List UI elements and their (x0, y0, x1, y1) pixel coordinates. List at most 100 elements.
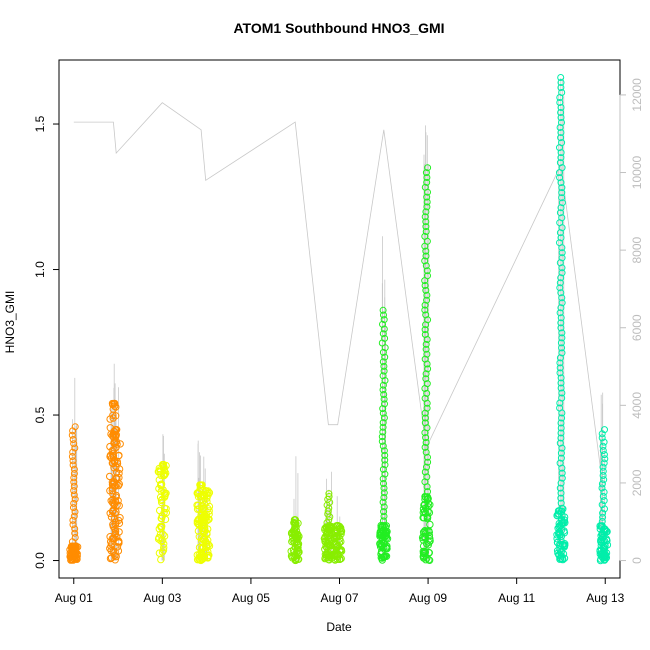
data-point (560, 516, 569, 524)
data-point (199, 548, 208, 556)
data-point (70, 499, 78, 507)
data-point (332, 532, 340, 541)
data-point (601, 426, 608, 434)
data-point (381, 470, 389, 478)
data-point (423, 193, 431, 201)
data-point (112, 412, 120, 420)
data-point (379, 386, 387, 394)
data-point (204, 552, 212, 560)
data-point (557, 552, 565, 560)
data-point (556, 239, 563, 247)
data-point (71, 534, 79, 541)
data-point (556, 124, 564, 131)
y-tick-label: 0.5 (33, 406, 47, 423)
data-point (325, 493, 333, 500)
data-point (380, 508, 388, 516)
data-point (379, 320, 386, 328)
data-point (157, 471, 166, 480)
data-point (198, 481, 206, 489)
data-point (379, 409, 387, 417)
data-point (292, 523, 300, 531)
data-point (322, 538, 330, 547)
data-point (380, 503, 388, 511)
data-point (557, 374, 565, 382)
data-point (293, 545, 302, 553)
data-point (600, 459, 608, 467)
data-point (422, 252, 430, 260)
data-point (602, 528, 611, 536)
data-point (557, 449, 565, 457)
data-point (557, 424, 565, 432)
data-point (424, 272, 431, 280)
data-point (423, 296, 431, 304)
data-point (380, 395, 388, 403)
data-point (380, 484, 388, 492)
data-point (379, 475, 387, 483)
data-point (558, 264, 566, 272)
data-point (425, 556, 433, 564)
data-point (600, 543, 608, 552)
data-point (557, 489, 565, 497)
data-point (422, 223, 430, 231)
data-point (598, 434, 606, 442)
data-point (421, 419, 429, 427)
data-point (422, 169, 430, 177)
axes-layer: 0.0 0.5 1.0 1.5 0 2000 4000 6000 8000 10000 12000 A… (33, 59, 644, 605)
data-point (380, 367, 388, 375)
data-point (380, 522, 388, 530)
data-point (553, 535, 561, 543)
y2-tick-label: 8000 (630, 236, 644, 263)
data-point (556, 555, 564, 563)
data-point (556, 174, 564, 182)
data-point (422, 208, 430, 216)
data-point (114, 516, 123, 525)
x-tick-label: Aug 03 (143, 591, 181, 605)
data-point (380, 512, 388, 520)
data-point (380, 480, 387, 487)
data-point (421, 301, 429, 309)
data-point (423, 389, 431, 397)
data-point (288, 554, 296, 562)
data-point (557, 429, 565, 437)
data-point (421, 468, 429, 476)
data-point (598, 522, 606, 530)
data-point (558, 474, 566, 482)
data-point (558, 164, 566, 172)
data-point (601, 505, 608, 513)
data-point (158, 548, 167, 556)
data-point (557, 324, 565, 332)
data-point (155, 476, 164, 484)
data-point (193, 555, 202, 564)
data-point (557, 314, 565, 322)
data-point (423, 203, 431, 211)
data-point (557, 304, 565, 312)
data-point (557, 499, 565, 507)
data-point (69, 516, 77, 524)
data-point (596, 547, 604, 555)
data-point (421, 528, 429, 536)
data-point (421, 443, 429, 451)
data-point (556, 284, 564, 292)
data-point (560, 543, 568, 551)
data-point (600, 553, 608, 561)
data-point (201, 524, 209, 533)
data-point (423, 513, 432, 522)
data-point (601, 455, 609, 463)
data-point (70, 504, 77, 512)
data-point (557, 114, 565, 121)
data-point (71, 495, 79, 503)
data-point (422, 340, 430, 348)
data-point (199, 528, 207, 536)
y2-tick-label: 12000 (630, 78, 644, 112)
data-point (558, 254, 566, 262)
data-point (553, 511, 561, 520)
data-point (110, 456, 119, 465)
data-point (109, 414, 117, 422)
data-point (380, 316, 388, 324)
data-point (558, 269, 566, 277)
data-point (422, 375, 430, 383)
data-point (422, 218, 430, 226)
data-point (558, 249, 566, 257)
data-point (557, 339, 565, 347)
data-point (160, 461, 167, 468)
